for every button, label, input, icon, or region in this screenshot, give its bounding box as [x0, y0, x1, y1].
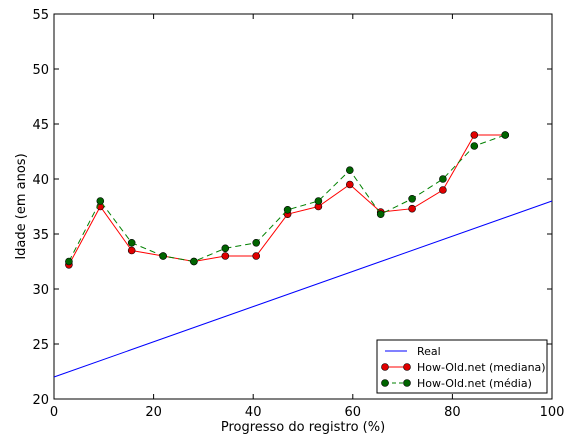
- legend-swatch-marker: [381, 379, 389, 387]
- series-1-point: [252, 252, 261, 260]
- series-1-point: [221, 252, 230, 260]
- series-line-2: [68, 134, 506, 263]
- series-2-point: [314, 197, 323, 205]
- series-2-point: [283, 206, 292, 214]
- series-2-point: [501, 131, 510, 139]
- chart-marks: [53, 131, 553, 378]
- plot-area: [53, 13, 553, 400]
- y-tick-label: 45: [32, 118, 49, 133]
- y-tick-label: 40: [32, 173, 49, 188]
- y-tick-label: 30: [32, 283, 49, 298]
- series-1-point: [470, 131, 479, 139]
- y-tick-label: 50: [32, 63, 49, 78]
- series-2-point: [408, 195, 416, 203]
- y-tick-label: 20: [32, 393, 49, 408]
- series-2-point: [376, 210, 385, 218]
- series-2-point: [345, 166, 354, 174]
- x-tick-label: 20: [145, 405, 162, 420]
- series-2-point: [439, 175, 447, 183]
- legend-entry-label: How-Old.net (mediana): [417, 361, 546, 374]
- series-2-point: [159, 252, 167, 260]
- y-tick-label: 35: [32, 228, 49, 243]
- series-1-point: [408, 204, 416, 213]
- series-2-point: [190, 257, 198, 266]
- series-2-point: [221, 244, 230, 253]
- x-tick-label: 40: [245, 405, 262, 420]
- series-2-point: [470, 142, 479, 150]
- legend-swatch-marker: [403, 363, 411, 371]
- series-2-point: [96, 197, 105, 205]
- series-line-0: [53, 200, 553, 378]
- y-tick-label: 55: [32, 8, 49, 23]
- x-tick-label: 100: [540, 405, 565, 420]
- legend-swatch-marker: [381, 363, 389, 371]
- series-1-point: [439, 186, 447, 194]
- y-axis-label: Idade (em anos): [14, 153, 29, 259]
- series-2-point: [65, 257, 73, 266]
- legend-entry-label: How-Old.net (média): [417, 377, 532, 390]
- series-2-point: [127, 239, 136, 247]
- series-1-point: [345, 180, 354, 189]
- series-2-point: [252, 239, 261, 247]
- x-tick-label: 0: [50, 405, 58, 420]
- x-tick-label: 80: [444, 405, 461, 420]
- legend-swatch-marker: [403, 379, 411, 387]
- x-tick-label: 60: [345, 405, 362, 420]
- legend-entry-label: Real: [417, 345, 441, 358]
- x-axis-label: Progresso do registro (%): [221, 420, 385, 435]
- series-1-point: [127, 246, 136, 255]
- legend: Real How-Old.net (mediana) How-Old.net (mé…: [376, 339, 548, 394]
- y-tick-label: 25: [32, 338, 49, 353]
